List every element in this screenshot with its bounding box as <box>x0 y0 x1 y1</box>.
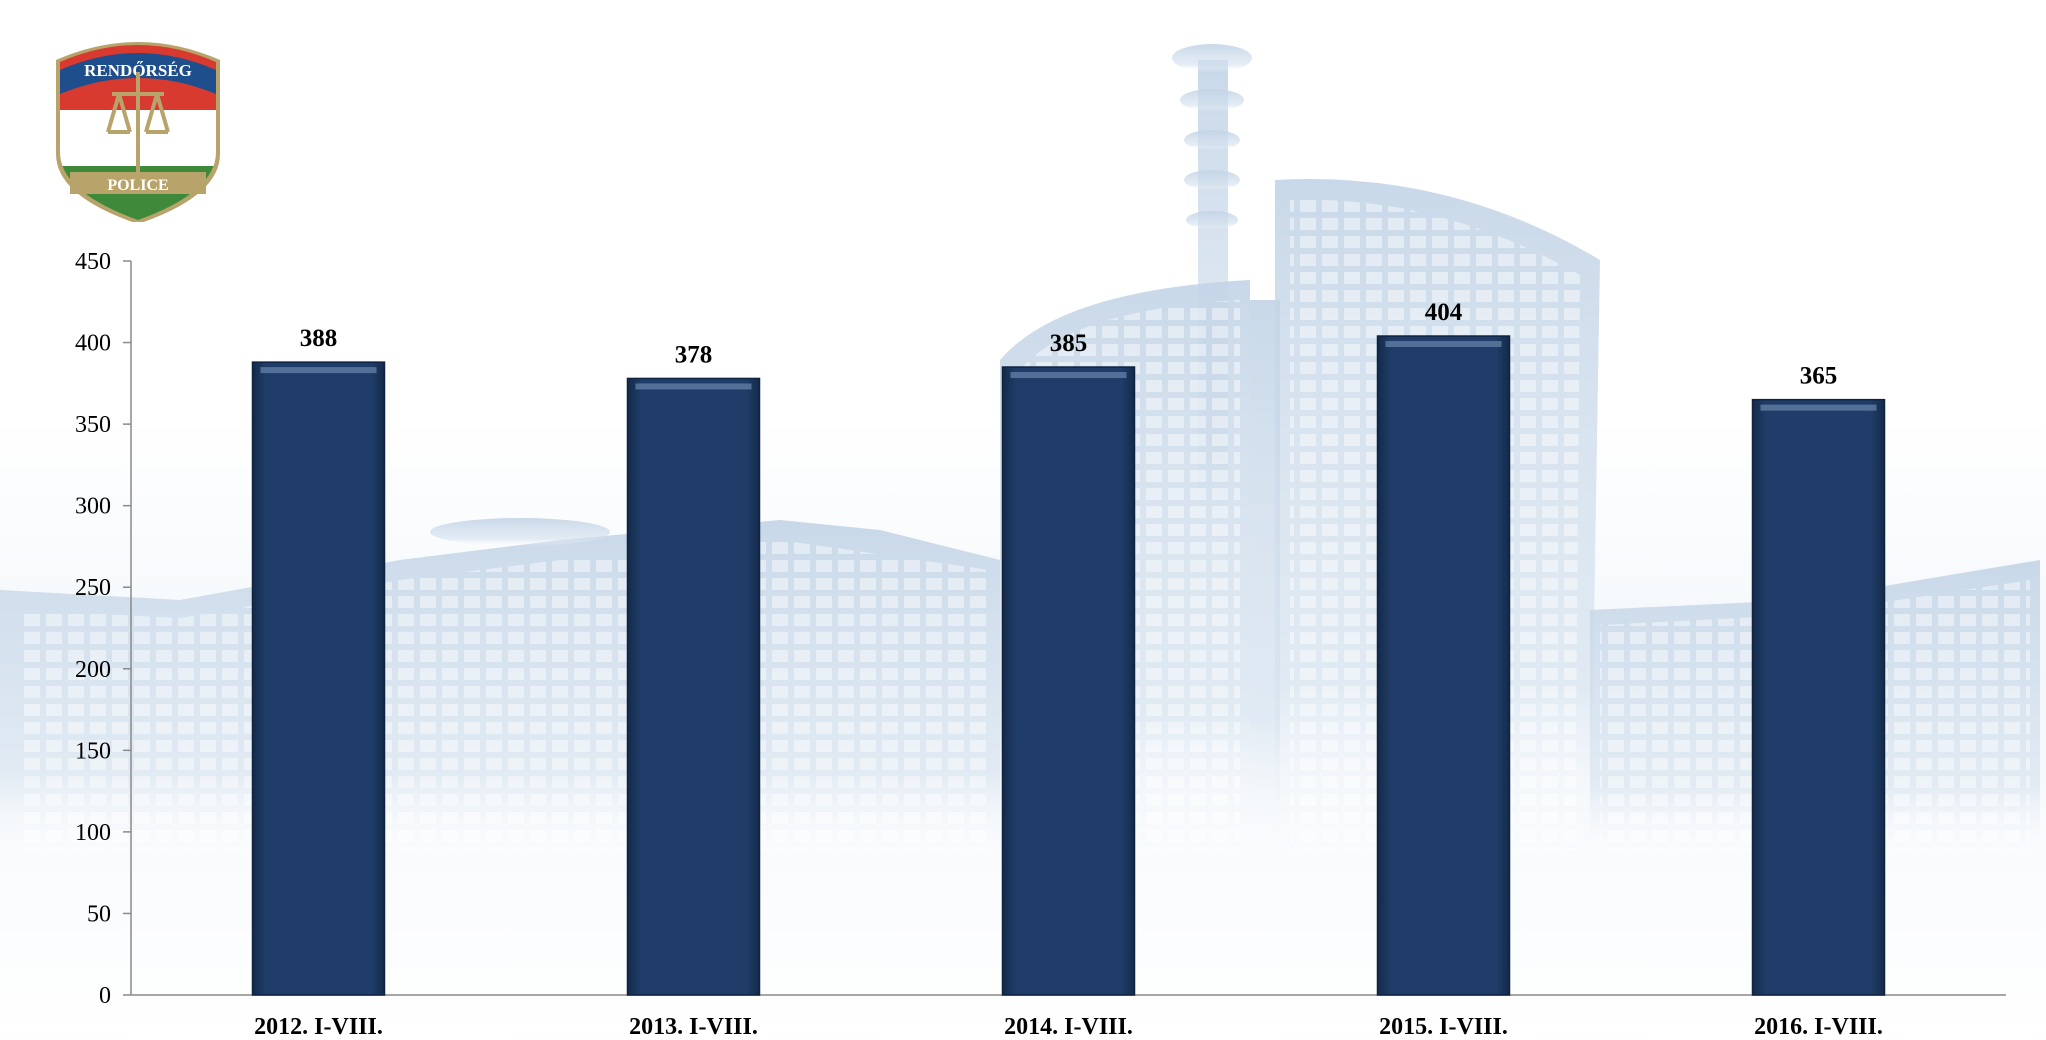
y-axis-tick-label: 200 <box>75 657 111 683</box>
logo-bottom-text: POLICE <box>107 177 168 194</box>
bar-value-label: 365 <box>1800 363 1838 390</box>
y-axis-tick-label: 300 <box>75 494 111 520</box>
bar <box>626 377 761 996</box>
bar-top-highlight <box>260 367 377 374</box>
y-axis-tick-label: 0 <box>99 983 111 1009</box>
x-axis-category-label: 2016. I-VIII. <box>1754 1014 1883 1040</box>
bar <box>251 361 386 996</box>
x-axis-category-labels: 2012. I-VIII. 2013. I-VIII. 2014. I-VIII. 2… <box>254 1014 1883 1040</box>
bar-top-highlight <box>1760 404 1877 411</box>
data-labels: 388 378 385 404 365 <box>300 299 1838 390</box>
y-axis-tick-label: 100 <box>75 820 111 846</box>
x-axis-category-label: 2012. I-VIII. <box>254 1014 383 1040</box>
bar-series <box>251 335 1886 996</box>
bar-value-label: 385 <box>1050 330 1088 357</box>
y-axis-tick-label: 350 <box>75 412 111 438</box>
police-badge-logo: RENDŐRSÉG POLICE <box>56 42 220 222</box>
y-axis-tick-label: 450 <box>75 249 111 275</box>
bar-top-highlight <box>635 383 752 390</box>
y-axis-tick-label: 400 <box>75 331 111 357</box>
x-axis-category-label: 2015. I-VIII. <box>1379 1014 1508 1040</box>
bar-value-label: 404 <box>1425 299 1463 326</box>
logo-top-text: RENDŐRSÉG <box>84 61 192 80</box>
y-axis-tick-labels: 0 50 100 150 200 250 300 350 400 450 <box>75 249 111 1009</box>
y-axis-tick-label: 150 <box>75 738 111 764</box>
y-axis-tick-label: 50 <box>87 901 111 927</box>
bar-value-label: 388 <box>300 325 338 352</box>
x-axis-category-label: 2013. I-VIII. <box>629 1014 758 1040</box>
bar <box>1751 398 1886 996</box>
bar-value-label: 378 <box>675 341 713 368</box>
bar <box>1001 366 1136 996</box>
scales-icon <box>106 72 170 172</box>
y-axis-tick-label: 250 <box>75 575 111 601</box>
bar-top-highlight <box>1385 341 1502 348</box>
bar <box>1376 335 1511 996</box>
x-axis-category-label: 2014. I-VIII. <box>1004 1014 1133 1040</box>
bar-top-highlight <box>1010 372 1127 379</box>
